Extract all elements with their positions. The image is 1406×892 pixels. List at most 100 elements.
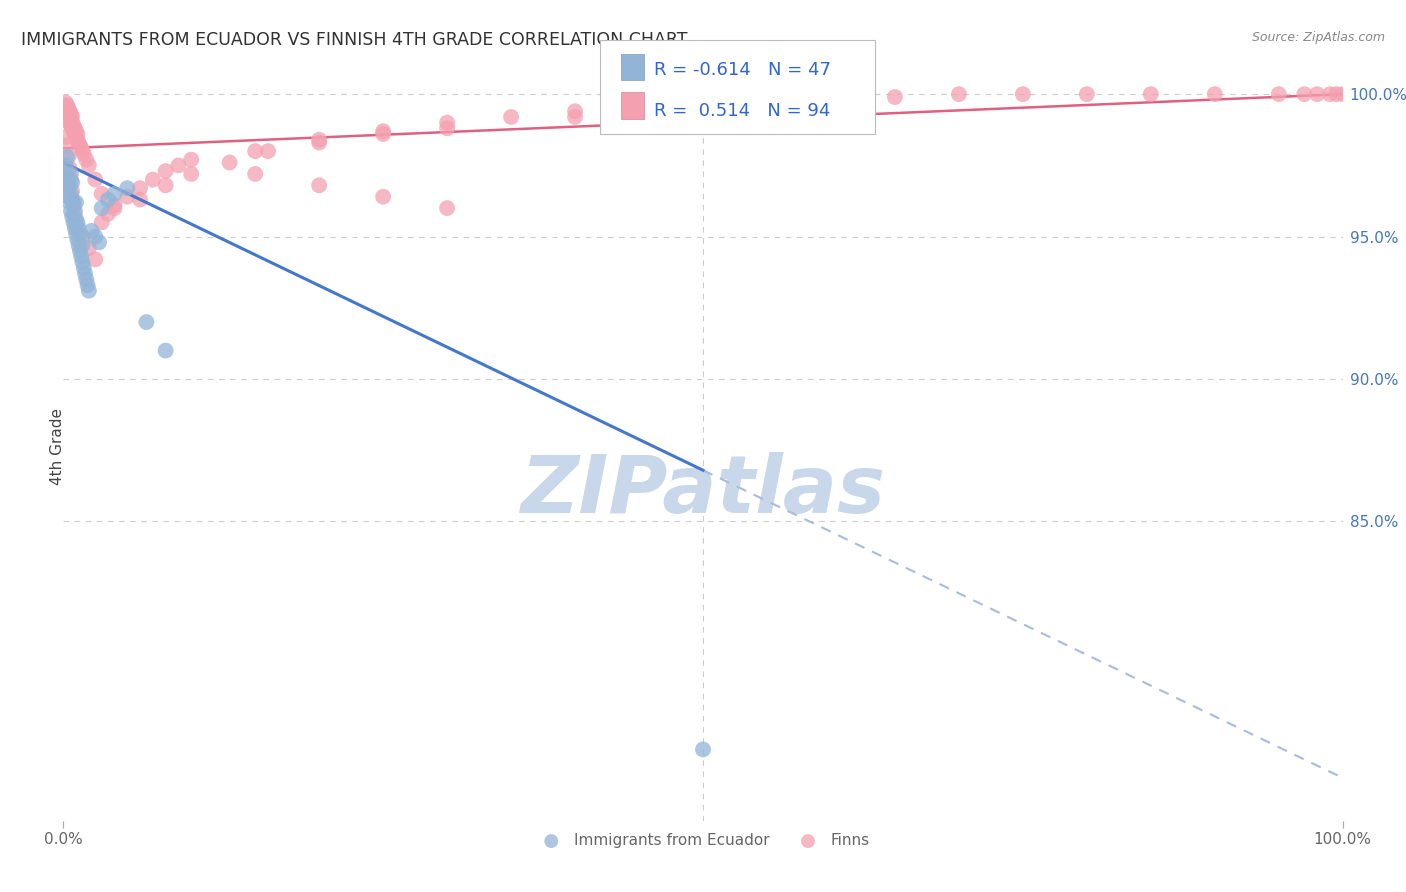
Point bbox=[72, 229, 94, 244]
Point bbox=[84, 229, 107, 244]
Point bbox=[67, 136, 90, 150]
Point bbox=[60, 193, 83, 207]
Point bbox=[1331, 87, 1354, 102]
Point bbox=[436, 121, 458, 136]
Point bbox=[56, 104, 79, 119]
Point bbox=[1076, 87, 1098, 102]
Point bbox=[884, 90, 907, 104]
Point bbox=[75, 272, 97, 286]
Point bbox=[115, 181, 138, 195]
Point bbox=[60, 115, 83, 129]
Point bbox=[58, 112, 80, 127]
Point bbox=[58, 102, 80, 116]
Point bbox=[1268, 87, 1291, 102]
Point bbox=[55, 129, 77, 144]
Point bbox=[72, 238, 94, 252]
Text: IMMIGRANTS FROM ECUADOR VS FINNISH 4TH GRADE CORRELATION CHART: IMMIGRANTS FROM ECUADOR VS FINNISH 4TH G… bbox=[21, 31, 688, 49]
Point bbox=[70, 250, 93, 264]
Point bbox=[55, 95, 77, 110]
Point bbox=[65, 218, 87, 232]
Point bbox=[628, 98, 651, 112]
Point bbox=[62, 195, 84, 210]
Y-axis label: 4th Grade: 4th Grade bbox=[51, 408, 65, 484]
Point bbox=[63, 207, 86, 221]
Point bbox=[155, 164, 177, 178]
Point bbox=[53, 167, 76, 181]
Point bbox=[58, 150, 80, 164]
Point bbox=[245, 167, 267, 181]
Text: ZIPatlas: ZIPatlas bbox=[520, 452, 886, 530]
Point bbox=[155, 343, 177, 358]
Point bbox=[218, 155, 240, 169]
Point bbox=[84, 252, 107, 267]
Point bbox=[87, 235, 110, 250]
Point bbox=[501, 110, 523, 124]
Point bbox=[948, 87, 970, 102]
Point bbox=[59, 112, 82, 127]
Point bbox=[66, 215, 89, 229]
Point bbox=[59, 110, 82, 124]
Point bbox=[59, 115, 82, 129]
Point bbox=[60, 210, 83, 224]
Point bbox=[692, 742, 714, 756]
Point bbox=[59, 119, 82, 133]
Point bbox=[371, 124, 394, 138]
Point bbox=[245, 144, 267, 158]
Point bbox=[62, 215, 84, 229]
Point bbox=[55, 102, 77, 116]
Point bbox=[56, 110, 79, 124]
Point bbox=[73, 267, 96, 281]
Point bbox=[180, 153, 202, 167]
Point bbox=[135, 315, 157, 329]
Point bbox=[692, 95, 714, 110]
Point bbox=[59, 167, 82, 181]
Point bbox=[97, 207, 120, 221]
Point bbox=[65, 227, 87, 241]
Point bbox=[371, 190, 394, 204]
Point bbox=[1012, 87, 1035, 102]
Point bbox=[66, 232, 89, 246]
Point bbox=[60, 176, 83, 190]
Point bbox=[90, 201, 112, 215]
Point bbox=[59, 161, 82, 176]
Point bbox=[59, 172, 82, 186]
Point bbox=[436, 201, 458, 215]
Point bbox=[55, 107, 77, 121]
Point bbox=[77, 158, 100, 172]
Point bbox=[1324, 87, 1347, 102]
Point bbox=[66, 133, 89, 147]
Point bbox=[1294, 87, 1316, 102]
Point bbox=[69, 138, 91, 153]
Point bbox=[63, 221, 86, 235]
Point bbox=[308, 178, 330, 193]
Point bbox=[129, 181, 152, 195]
Point bbox=[155, 178, 177, 193]
Point bbox=[59, 178, 82, 193]
Point bbox=[65, 129, 87, 144]
Point bbox=[103, 186, 125, 201]
Point bbox=[59, 204, 82, 219]
Point bbox=[53, 104, 76, 119]
Point bbox=[65, 195, 87, 210]
Point bbox=[60, 110, 83, 124]
Point bbox=[257, 144, 280, 158]
Legend: Immigrants from Ecuador, Finns: Immigrants from Ecuador, Finns bbox=[530, 827, 876, 855]
Point bbox=[53, 98, 76, 112]
Point bbox=[59, 107, 82, 121]
Point bbox=[756, 93, 779, 107]
Point bbox=[1204, 87, 1226, 102]
Point bbox=[115, 190, 138, 204]
Point bbox=[58, 172, 80, 186]
Point bbox=[72, 255, 94, 269]
Text: R = -0.614   N = 47: R = -0.614 N = 47 bbox=[654, 61, 831, 78]
Point bbox=[58, 190, 80, 204]
Point bbox=[60, 184, 83, 198]
Point bbox=[564, 104, 586, 119]
Point bbox=[67, 238, 90, 252]
Point bbox=[58, 107, 80, 121]
Point bbox=[75, 153, 97, 167]
Point bbox=[56, 169, 79, 184]
Point bbox=[84, 172, 107, 186]
Point bbox=[80, 224, 103, 238]
Point bbox=[59, 195, 82, 210]
